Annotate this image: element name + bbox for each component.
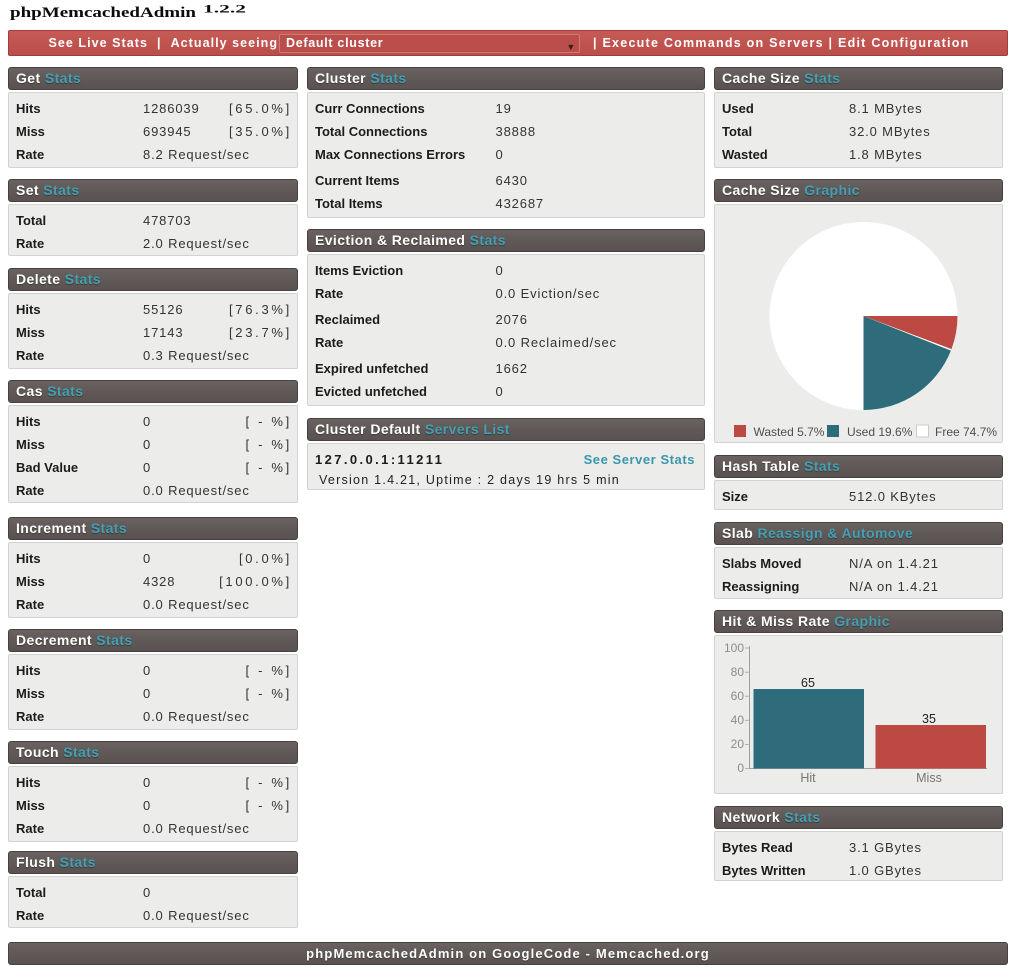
svg-text:Wasted 5.7%: Wasted 5.7% <box>754 425 825 439</box>
svg-text:60: 60 <box>731 689 745 703</box>
svg-text:Used 19.6%: Used 19.6% <box>847 425 913 439</box>
svg-text:Hit: Hit <box>800 771 816 785</box>
svg-text:80: 80 <box>731 665 745 679</box>
svg-text:100: 100 <box>724 641 744 655</box>
svg-text:Free 74.7%: Free 74.7% <box>935 425 997 439</box>
svg-text:phpMemcachedAdmin: phpMemcachedAdmin <box>10 5 196 21</box>
svg-text:40: 40 <box>731 713 745 727</box>
svg-text:65: 65 <box>801 676 815 690</box>
svg-text:35: 35 <box>922 712 936 726</box>
svg-text:Miss: Miss <box>916 771 942 785</box>
svg-text:20: 20 <box>731 737 745 751</box>
svg-text:1.2.2: 1.2.2 <box>203 3 246 16</box>
svg-text:0: 0 <box>737 761 744 775</box>
